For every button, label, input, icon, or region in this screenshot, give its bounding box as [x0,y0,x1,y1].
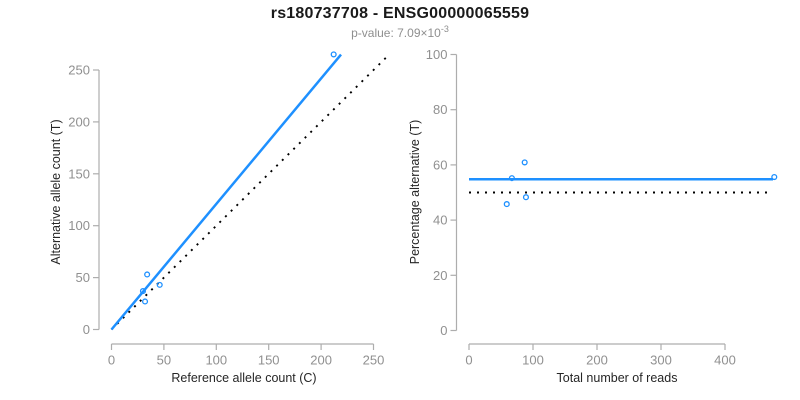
y-tick-label: 150 [68,166,90,181]
null-line [110,54,389,331]
x-axis-title: Total number of reads [557,371,678,385]
data-point [521,159,528,166]
y-tick-label: 0 [83,322,90,337]
y-tick-label: 0 [440,323,447,338]
y-tick-label: 50 [76,270,90,285]
x-tick-label: 200 [310,353,332,368]
data-point [330,51,337,58]
data-point [144,271,151,278]
data-point [508,175,515,182]
y-tick-label: 80 [433,102,447,117]
y-tick-label: 20 [433,268,447,283]
x-axis-title: Reference allele count (C) [171,371,316,385]
data-point [503,201,510,208]
x-tick-label: 0 [465,353,472,368]
data-point [156,281,163,288]
data-point [522,194,530,201]
chart-title: rs180737708 - ENSG00000065559 [270,5,530,22]
y-tick-label: 60 [433,157,447,172]
x-tick-label: 50 [157,353,171,368]
x-tick-label: 100 [205,353,227,368]
data-point [139,288,146,295]
pvalue-text: p-value: 7.09×10 [351,26,441,40]
pvalue-exponent: -3 [440,24,449,34]
y-tick-label: 40 [433,213,447,228]
x-tick-label: 150 [258,353,280,368]
y-tick-label: 200 [68,114,90,129]
x-tick-label: 200 [586,353,608,368]
x-tick-label: 0 [108,353,115,368]
y-axis-title: Alternative allele count (T) [49,119,63,264]
x-tick-label: 400 [714,353,736,368]
y-tick-label: 100 [426,47,448,62]
x-tick-label: 300 [650,353,672,368]
x-tick-label: 250 [363,353,385,368]
data-point [141,298,149,305]
x-tick-label: 100 [522,353,544,368]
chart-subtitle: p-value: 7.09×10-3 [0,24,800,40]
data-point [771,173,778,181]
y-tick-label: 250 [68,63,90,78]
fit-line [110,53,342,331]
y-axis-title: Percentage alternative (T) [408,120,422,265]
y-tick-label: 100 [68,218,90,233]
